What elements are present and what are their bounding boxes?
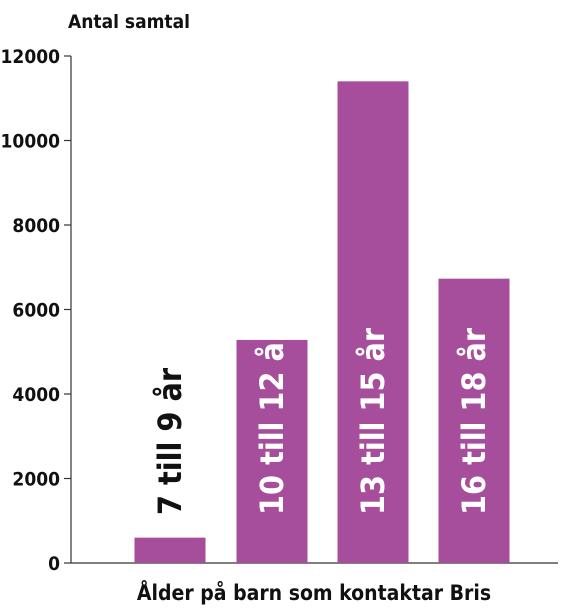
y-tick-label: 6000 <box>12 300 60 322</box>
y-tick-label: 2000 <box>12 469 60 491</box>
bar <box>337 81 409 563</box>
y-axis-ticks: 0 2000 4000 6000 8000 10000 12000 <box>1 46 71 575</box>
bar <box>134 537 206 563</box>
y-axis-title: Antal samtal <box>68 11 190 33</box>
y-tick-label: 8000 <box>12 215 60 237</box>
bar-category-label: 7 till 9 år <box>151 367 189 515</box>
bar-category-label: 16 till 18 år <box>455 327 493 515</box>
bars-group: 7 till 9 år 10 till 12 år 13 till 15 år 16 … <box>134 81 510 563</box>
y-tick-label: 12000 <box>1 46 61 68</box>
y-tick-label: 0 <box>48 553 60 575</box>
x-axis-title: Ålder på barn som kontaktar Bris <box>137 580 491 605</box>
y-tick-label: 10000 <box>1 131 61 153</box>
bar <box>236 339 308 563</box>
bar <box>438 278 510 563</box>
bar-category-label: 10 till 12 år <box>253 327 291 515</box>
bar-category-label: 13 till 15 år <box>354 327 392 515</box>
y-tick-label: 4000 <box>12 384 60 406</box>
